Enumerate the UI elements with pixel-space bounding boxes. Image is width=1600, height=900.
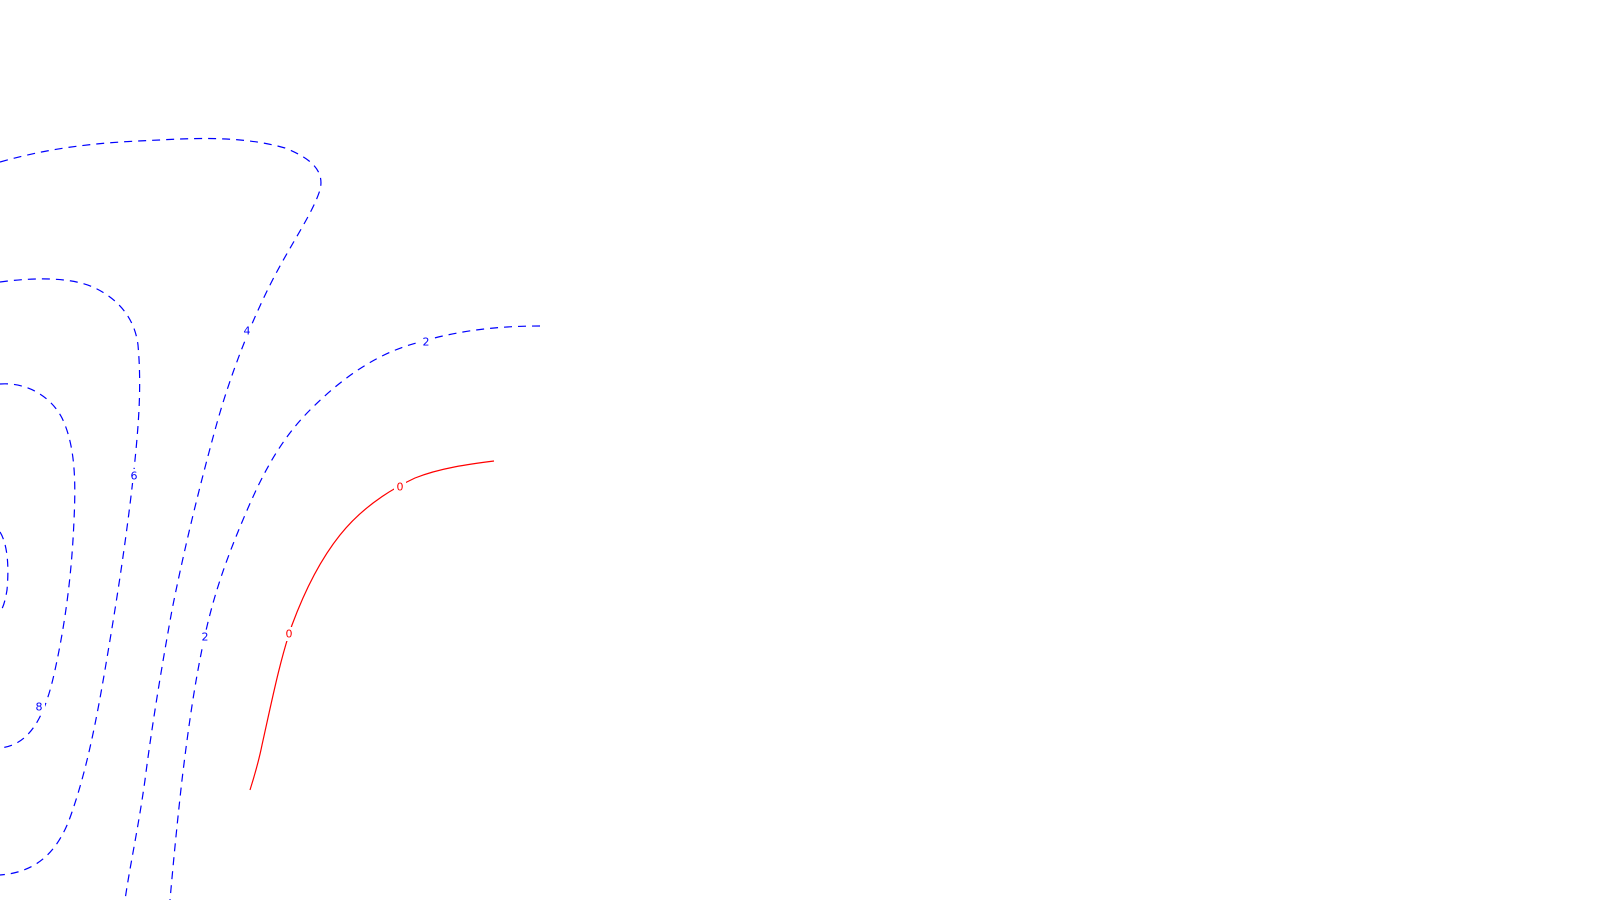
contour-label-text: 8: [36, 701, 43, 714]
contour-line-4: [0, 137, 322, 900]
contour-group-8: 8: [0, 383, 76, 749]
contour-label-2a: 2: [420, 335, 432, 349]
contour-line-10: [0, 531, 9, 613]
contour-group-0: 0 0: [249, 460, 495, 791]
contour-group-6: 6: [0, 278, 141, 876]
contour-label-0b: 0: [283, 627, 295, 641]
contour-label-0a: 0: [394, 480, 406, 494]
contour-label-text: 4: [244, 325, 251, 338]
contour-label-2b: 2: [199, 630, 211, 644]
contour-group-2: 2 2: [169, 325, 541, 900]
contour-label-text: 2: [423, 336, 430, 349]
contour-line-6: [0, 278, 141, 876]
contour-label-8: 8: [33, 700, 45, 714]
contour-label-text: 6: [131, 470, 138, 483]
contour-label-6: 6: [128, 469, 140, 483]
contour-group-4: 4: [0, 137, 322, 900]
contour-group-10: [0, 531, 9, 613]
contour-label-text: 0: [397, 481, 404, 494]
contour-line-0: [249, 460, 495, 791]
contour-line-2: [169, 325, 541, 900]
contour-label-4: 4: [241, 324, 253, 338]
contour-label-text: 0: [286, 628, 293, 641]
contour-label-text: 2: [202, 631, 209, 644]
contour-line-8: [0, 383, 76, 749]
